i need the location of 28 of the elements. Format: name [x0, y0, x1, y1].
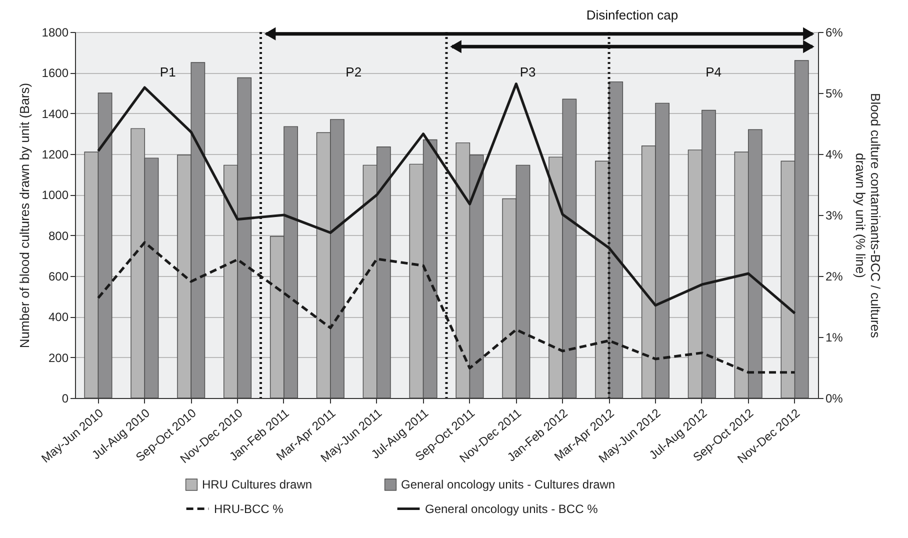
y2-tick-label: 0% [826, 392, 844, 406]
legend-label: General oncology units - Cultures drawn [401, 478, 616, 492]
y-axis-title: Number of blood cultures drawn by unit (Bars) [16, 82, 32, 348]
annotation: P3 [520, 64, 536, 80]
y2-tick-label: 2% [826, 270, 844, 284]
y-tick-label: 1000 [42, 188, 69, 202]
y-tick-label: 400 [48, 310, 69, 324]
annotation: P2 [346, 64, 362, 80]
y-tick-label: 1400 [42, 106, 69, 121]
y2-tick-label: 4% [826, 148, 844, 162]
legend-label: HRU Cultures drawn [202, 478, 312, 492]
y-tick-label: 1800 [42, 26, 69, 40]
y-tick-label: 600 [48, 270, 69, 284]
y-tick-label: 200 [48, 350, 69, 365]
y-tick-label: 1600 [42, 66, 69, 80]
annotation: P1 [160, 64, 176, 80]
y-tick-label: 1200 [42, 148, 69, 162]
y2-tick-label: 3% [826, 208, 844, 222]
y2-tick-label: 1% [826, 330, 844, 344]
y2-tick-label: 5% [826, 86, 844, 100]
legend-label: General oncology units - BCC % [425, 502, 598, 516]
y-tick-label: 0 [62, 392, 69, 406]
text: Disinfection cap [586, 8, 678, 23]
legend-label: HRU-BCC % [214, 502, 284, 516]
y-tick-label: 800 [48, 228, 69, 243]
y2-axis-title: Blood culture contaminants-BCC / cultures drawn by unit (% line) [852, 93, 883, 338]
annotation: P4 [706, 64, 722, 80]
y2-tick-label: 6% [826, 26, 844, 40]
